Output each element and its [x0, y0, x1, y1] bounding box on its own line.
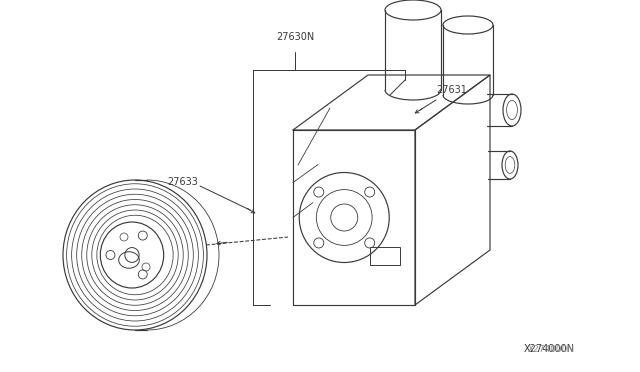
- Text: X274000N: X274000N: [524, 344, 575, 354]
- Text: 27631: 27631: [436, 85, 467, 95]
- Text: 27630N: 27630N: [276, 32, 314, 42]
- Text: X274000N: X274000N: [528, 345, 575, 354]
- Text: 27633: 27633: [167, 177, 198, 187]
